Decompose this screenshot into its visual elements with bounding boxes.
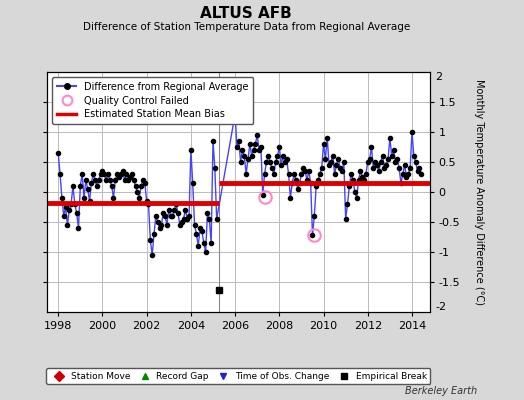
Text: Berkeley Earth: Berkeley Earth: [405, 386, 477, 396]
Text: ALTUS AFB: ALTUS AFB: [200, 6, 292, 21]
Text: Difference of Station Temperature Data from Regional Average: Difference of Station Temperature Data f…: [83, 22, 410, 32]
Legend: Station Move, Record Gap, Time of Obs. Change, Empirical Break: Station Move, Record Gap, Time of Obs. C…: [47, 368, 430, 384]
Text: 2: 2: [435, 72, 442, 82]
Y-axis label: Monthly Temperature Anomaly Difference (°C): Monthly Temperature Anomaly Difference (…: [474, 79, 484, 305]
Text: -2: -2: [435, 302, 446, 312]
